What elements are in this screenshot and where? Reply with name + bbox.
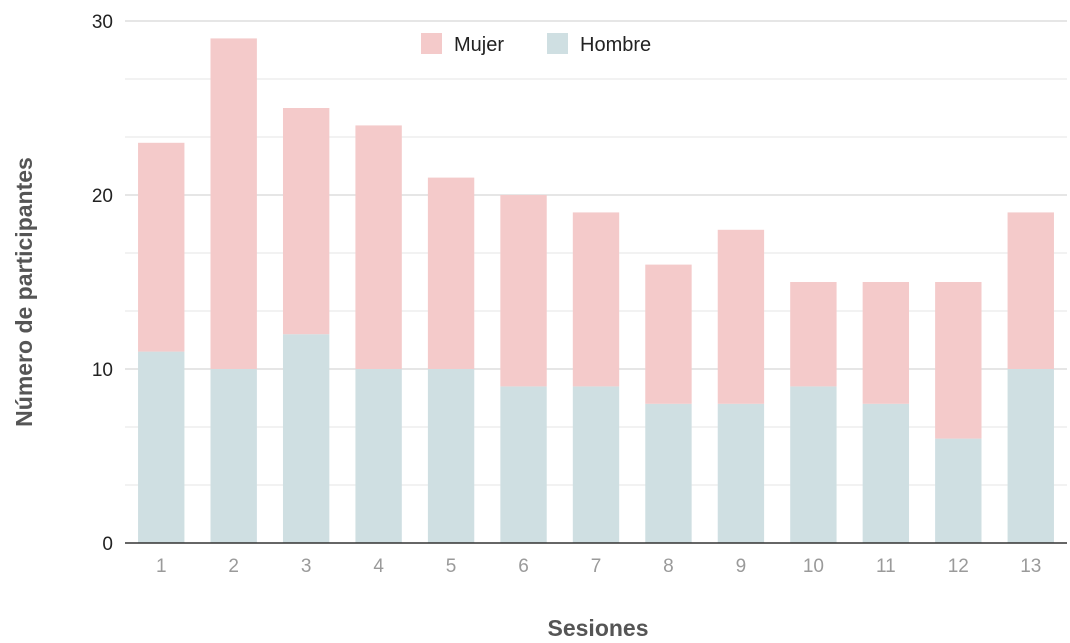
bar-hombre-13: [1007, 369, 1054, 543]
x-axis-title: Sesiones: [548, 615, 649, 641]
bar-mujer-8: [645, 264, 692, 404]
x-tick-label: 4: [373, 556, 384, 577]
bar-hombre-2: [210, 369, 257, 543]
x-tick-labels: 1 2 3 4 5 6 7 8 9 10 11 12 13: [156, 556, 1041, 577]
x-tick-label: 10: [803, 556, 824, 577]
legend-swatch-mujer: [421, 33, 442, 54]
bar-hombre-6: [500, 386, 547, 543]
x-tick-label: 11: [876, 556, 896, 577]
x-tick-label: 3: [301, 556, 312, 577]
bar-mujer-12: [935, 282, 982, 439]
bars: [138, 38, 1054, 543]
legend-swatch-hombre: [547, 33, 568, 54]
bar-mujer-4: [355, 125, 402, 370]
y-tick-labels: 0 10 20 30: [92, 12, 113, 555]
x-tick-label: 6: [518, 556, 529, 577]
legend-label-hombre: Hombre: [580, 34, 651, 56]
y-tick-label: 0: [102, 534, 113, 555]
bar-hombre-10: [790, 386, 837, 543]
x-tick-label: 2: [228, 556, 239, 577]
bar-hombre-12: [935, 438, 982, 543]
y-axis-title: Número de participantes: [11, 157, 37, 427]
bar-mujer-3: [282, 108, 330, 335]
bar-hombre-4: [355, 369, 402, 543]
bar-mujer-11: [862, 282, 910, 404]
y-tick-label: 10: [92, 360, 113, 381]
legend-label-mujer: Mujer: [454, 34, 504, 56]
x-tick-label: 7: [591, 556, 602, 577]
bar-hombre-8: [645, 403, 692, 543]
x-tick-label: 8: [663, 556, 674, 577]
bar-mujer-9: [717, 229, 765, 404]
bar-mujer-10: [790, 282, 837, 387]
bar-hombre-7: [572, 386, 620, 543]
bar-mujer-13: [1007, 212, 1054, 369]
x-tick-label: 5: [446, 556, 457, 577]
bar-hombre-3: [282, 334, 330, 543]
x-tick-label: 1: [156, 556, 167, 577]
legend: Mujer Hombre: [421, 33, 651, 56]
x-tick-label: 9: [736, 556, 747, 577]
y-tick-label: 20: [92, 186, 113, 207]
y-tick-label: 30: [92, 12, 113, 33]
bar-hombre-5: [427, 369, 475, 543]
bar-hombre-11: [862, 403, 910, 543]
x-tick-label: 12: [948, 556, 969, 577]
bar-mujer-7: [572, 212, 620, 387]
x-tick-label: 13: [1020, 556, 1041, 577]
bar-hombre-9: [717, 403, 765, 543]
bar-hombre-1: [138, 351, 185, 543]
bar-mujer-6: [500, 195, 547, 387]
bar-mujer-1: [138, 142, 185, 352]
bar-mujer-2: [210, 38, 257, 370]
bar-mujer-5: [427, 177, 475, 369]
